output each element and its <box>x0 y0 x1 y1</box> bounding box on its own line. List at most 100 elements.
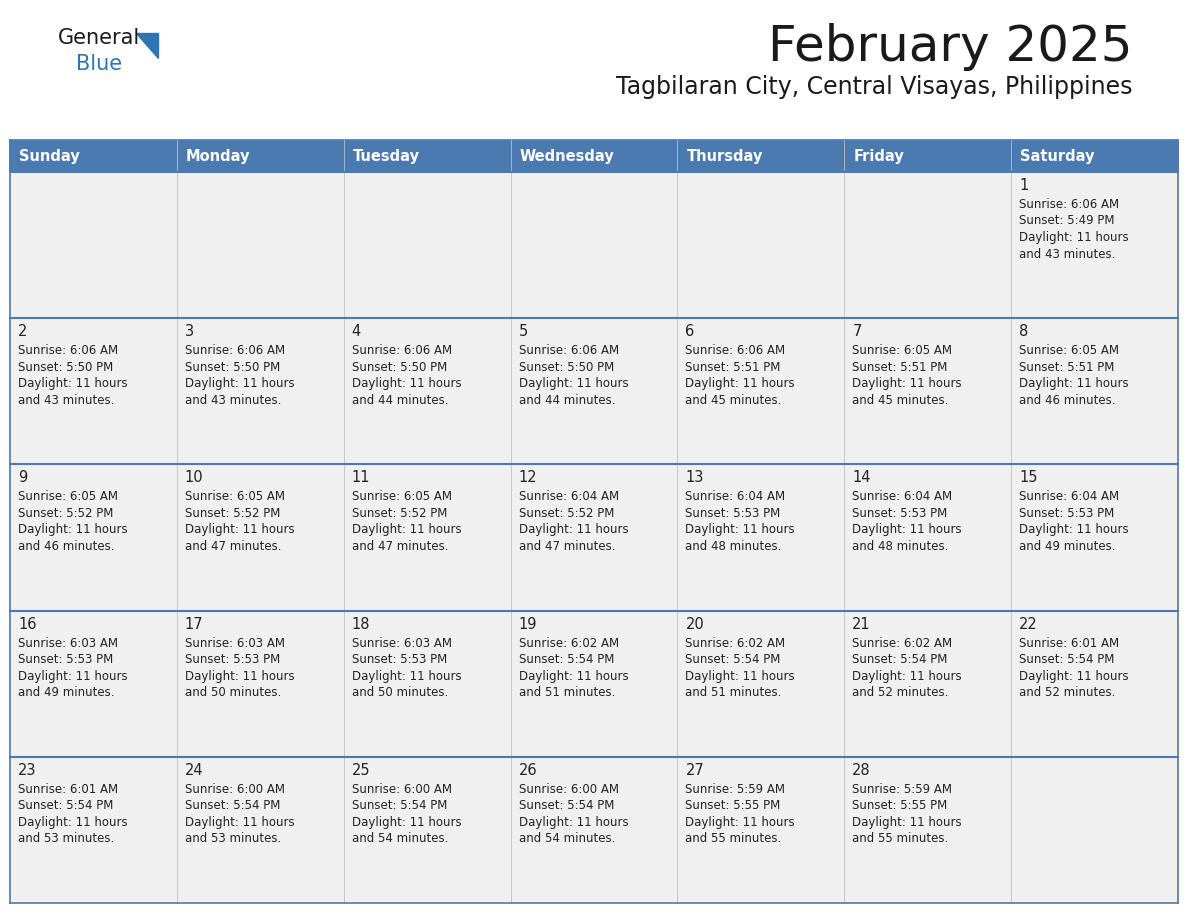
Text: Sunset: 5:54 PM: Sunset: 5:54 PM <box>685 653 781 666</box>
Text: 2: 2 <box>18 324 27 339</box>
Text: and 54 minutes.: and 54 minutes. <box>519 833 615 845</box>
Text: Daylight: 11 hours: Daylight: 11 hours <box>18 523 127 536</box>
Text: Daylight: 11 hours: Daylight: 11 hours <box>185 669 295 683</box>
Text: 14: 14 <box>852 470 871 486</box>
Text: 4: 4 <box>352 324 361 339</box>
Text: Sunset: 5:53 PM: Sunset: 5:53 PM <box>685 507 781 520</box>
Text: Blue: Blue <box>76 54 122 74</box>
Text: and 43 minutes.: and 43 minutes. <box>18 394 114 407</box>
Text: Sunset: 5:55 PM: Sunset: 5:55 PM <box>852 800 948 812</box>
Text: and 43 minutes.: and 43 minutes. <box>1019 248 1116 261</box>
Text: Wednesday: Wednesday <box>519 149 614 163</box>
Text: Sunrise: 6:06 AM: Sunrise: 6:06 AM <box>685 344 785 357</box>
Bar <box>845 140 1011 172</box>
Text: Sunset: 5:51 PM: Sunset: 5:51 PM <box>685 361 781 374</box>
Text: Sunrise: 6:06 AM: Sunrise: 6:06 AM <box>18 344 118 357</box>
Text: Daylight: 11 hours: Daylight: 11 hours <box>185 377 295 390</box>
Text: Sunset: 5:54 PM: Sunset: 5:54 PM <box>18 800 113 812</box>
Text: Sunset: 5:50 PM: Sunset: 5:50 PM <box>352 361 447 374</box>
Text: Sunrise: 6:00 AM: Sunrise: 6:00 AM <box>185 783 285 796</box>
Text: and 49 minutes.: and 49 minutes. <box>1019 540 1116 553</box>
Text: and 53 minutes.: and 53 minutes. <box>185 833 282 845</box>
Text: and 48 minutes.: and 48 minutes. <box>852 540 949 553</box>
Text: Tagbilaran City, Central Visayas, Philippines: Tagbilaran City, Central Visayas, Philip… <box>617 75 1133 99</box>
Bar <box>177 140 343 172</box>
Text: 25: 25 <box>352 763 371 778</box>
Text: Sunrise: 5:59 AM: Sunrise: 5:59 AM <box>685 783 785 796</box>
Text: Daylight: 11 hours: Daylight: 11 hours <box>1019 231 1129 244</box>
Text: Sunset: 5:52 PM: Sunset: 5:52 PM <box>185 507 280 520</box>
Text: Sunset: 5:53 PM: Sunset: 5:53 PM <box>18 653 113 666</box>
Text: Sunrise: 6:01 AM: Sunrise: 6:01 AM <box>18 783 118 796</box>
Text: Daylight: 11 hours: Daylight: 11 hours <box>852 523 962 536</box>
Text: Sunrise: 6:04 AM: Sunrise: 6:04 AM <box>852 490 953 503</box>
Text: and 45 minutes.: and 45 minutes. <box>852 394 949 407</box>
Text: and 50 minutes.: and 50 minutes. <box>185 686 282 700</box>
Bar <box>343 140 511 172</box>
Text: Sunrise: 6:04 AM: Sunrise: 6:04 AM <box>1019 490 1119 503</box>
Text: Sunrise: 6:06 AM: Sunrise: 6:06 AM <box>185 344 285 357</box>
Text: Sunset: 5:54 PM: Sunset: 5:54 PM <box>519 653 614 666</box>
Text: Sunrise: 6:01 AM: Sunrise: 6:01 AM <box>1019 636 1119 650</box>
Text: Daylight: 11 hours: Daylight: 11 hours <box>352 669 461 683</box>
Text: and 54 minutes.: and 54 minutes. <box>352 833 448 845</box>
Text: Sunrise: 6:05 AM: Sunrise: 6:05 AM <box>852 344 953 357</box>
Text: Sunrise: 6:02 AM: Sunrise: 6:02 AM <box>852 636 953 650</box>
Text: 16: 16 <box>18 617 37 632</box>
Text: Sunrise: 6:06 AM: Sunrise: 6:06 AM <box>1019 198 1119 211</box>
Text: 22: 22 <box>1019 617 1038 632</box>
Text: Sunset: 5:50 PM: Sunset: 5:50 PM <box>18 361 113 374</box>
Text: Daylight: 11 hours: Daylight: 11 hours <box>185 523 295 536</box>
Text: and 52 minutes.: and 52 minutes. <box>852 686 949 700</box>
Text: Daylight: 11 hours: Daylight: 11 hours <box>1019 523 1129 536</box>
Text: 9: 9 <box>18 470 27 486</box>
Text: Sunset: 5:52 PM: Sunset: 5:52 PM <box>18 507 113 520</box>
Text: Sunrise: 5:59 AM: Sunrise: 5:59 AM <box>852 783 953 796</box>
Text: Sunset: 5:54 PM: Sunset: 5:54 PM <box>1019 653 1114 666</box>
Text: Daylight: 11 hours: Daylight: 11 hours <box>852 816 962 829</box>
Text: Daylight: 11 hours: Daylight: 11 hours <box>685 669 795 683</box>
Text: and 52 minutes.: and 52 minutes. <box>1019 686 1116 700</box>
Text: 28: 28 <box>852 763 871 778</box>
Bar <box>10 172 1178 319</box>
Text: and 51 minutes.: and 51 minutes. <box>685 686 782 700</box>
Text: Daylight: 11 hours: Daylight: 11 hours <box>519 523 628 536</box>
Text: and 46 minutes.: and 46 minutes. <box>1019 394 1116 407</box>
Text: Sunrise: 6:05 AM: Sunrise: 6:05 AM <box>18 490 118 503</box>
Text: and 44 minutes.: and 44 minutes. <box>519 394 615 407</box>
Text: Sunrise: 6:00 AM: Sunrise: 6:00 AM <box>519 783 619 796</box>
Text: Sunrise: 6:04 AM: Sunrise: 6:04 AM <box>685 490 785 503</box>
Text: Daylight: 11 hours: Daylight: 11 hours <box>352 816 461 829</box>
Text: Sunset: 5:52 PM: Sunset: 5:52 PM <box>519 507 614 520</box>
Text: 1: 1 <box>1019 178 1029 193</box>
Text: 20: 20 <box>685 617 704 632</box>
Text: 8: 8 <box>1019 324 1029 339</box>
Text: Sunset: 5:54 PM: Sunset: 5:54 PM <box>852 653 948 666</box>
Text: and 47 minutes.: and 47 minutes. <box>185 540 282 553</box>
Text: General: General <box>58 28 140 48</box>
Text: and 51 minutes.: and 51 minutes. <box>519 686 615 700</box>
Text: Sunrise: 6:05 AM: Sunrise: 6:05 AM <box>185 490 285 503</box>
Text: Daylight: 11 hours: Daylight: 11 hours <box>519 669 628 683</box>
Text: Daylight: 11 hours: Daylight: 11 hours <box>352 377 461 390</box>
Bar <box>10 140 1178 172</box>
Text: and 55 minutes.: and 55 minutes. <box>852 833 948 845</box>
Text: 12: 12 <box>519 470 537 486</box>
Text: 26: 26 <box>519 763 537 778</box>
Text: Sunset: 5:49 PM: Sunset: 5:49 PM <box>1019 215 1114 228</box>
Text: Sunset: 5:53 PM: Sunset: 5:53 PM <box>185 653 280 666</box>
Text: 23: 23 <box>18 763 37 778</box>
Text: Sunset: 5:53 PM: Sunset: 5:53 PM <box>1019 507 1114 520</box>
Text: 24: 24 <box>185 763 203 778</box>
Text: 11: 11 <box>352 470 371 486</box>
Text: Sunset: 5:50 PM: Sunset: 5:50 PM <box>185 361 280 374</box>
Text: Sunset: 5:53 PM: Sunset: 5:53 PM <box>352 653 447 666</box>
Bar <box>10 610 1178 756</box>
Text: Sunset: 5:54 PM: Sunset: 5:54 PM <box>185 800 280 812</box>
Text: Daylight: 11 hours: Daylight: 11 hours <box>685 523 795 536</box>
Text: and 43 minutes.: and 43 minutes. <box>185 394 282 407</box>
Text: and 48 minutes.: and 48 minutes. <box>685 540 782 553</box>
Text: Sunrise: 6:04 AM: Sunrise: 6:04 AM <box>519 490 619 503</box>
Text: 10: 10 <box>185 470 203 486</box>
Text: Daylight: 11 hours: Daylight: 11 hours <box>1019 669 1129 683</box>
